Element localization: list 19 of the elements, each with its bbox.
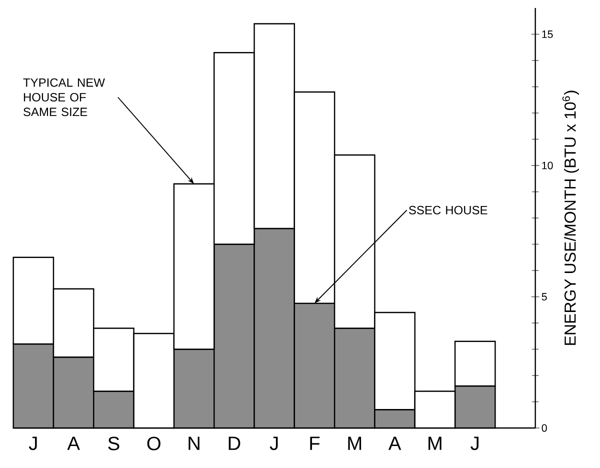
y-tick-label: 5 [542,293,547,300]
x-tick-label: M [348,436,362,450]
x-tick-label: F [310,436,320,450]
x-tick-label: J [470,436,478,450]
x-tick-label: N [188,436,200,450]
x-tick-label: J [270,436,278,450]
y-tick-label: 10 [542,162,553,170]
x-tick-label: A [388,436,402,450]
annotation: SSEC HOUSE [408,206,488,214]
x-tick-label: M [428,436,442,450]
x-tick-label: S [108,436,120,450]
y-tick-label: 15 [542,30,553,38]
annotation: TYPICAL NEW HOUSE OF SAME SIZE [23,78,105,116]
x-tick-label: A [67,436,80,450]
y-tick-label: 0 [542,424,547,432]
y-axis-title: ENERGY USE/MONTH (BTU x 10$^{6}$) [562,90,579,345]
x-tick-label: O [147,436,160,450]
x-tick-label: D [228,436,240,450]
x-tick-label: J [28,436,37,450]
